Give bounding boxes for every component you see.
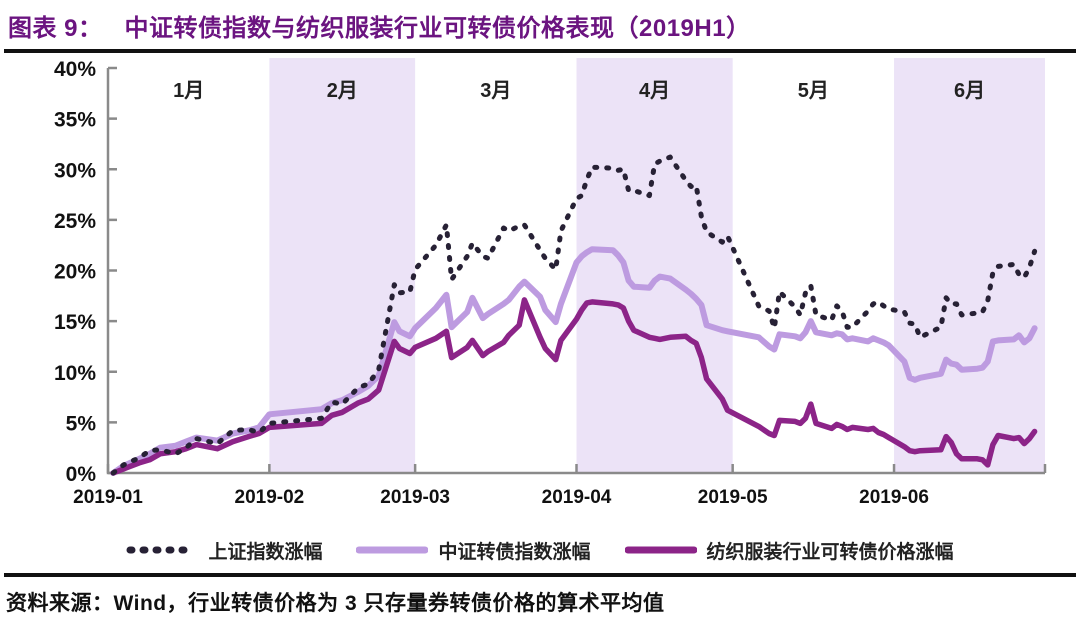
dashed-line-swatch-icon	[126, 546, 198, 554]
chart-area: 1月 2月 3月 4月 5月 6月 0% 5% 10% 15% 20% 25% 30% 35% 40% 201…	[0, 53, 1080, 531]
legend-item-sse-index: 上证指数涨幅	[126, 537, 322, 564]
svg-text:25%: 25%	[54, 210, 96, 233]
svg-text:20%: 20%	[54, 261, 96, 284]
svg-text:1月: 1月	[173, 80, 204, 102]
svg-text:5%: 5%	[66, 412, 97, 435]
svg-text:2019-05: 2019-05	[698, 487, 768, 508]
svg-text:35%: 35%	[54, 109, 96, 132]
svg-text:2019-06: 2019-06	[859, 487, 929, 508]
svg-text:2019-02: 2019-02	[235, 487, 305, 508]
svg-text:5月: 5月	[798, 80, 829, 102]
svg-text:40%: 40%	[54, 58, 96, 81]
bottom-divider	[4, 573, 1076, 577]
svg-text:15%: 15%	[54, 311, 96, 334]
dark-purple-line-swatch-icon	[624, 546, 697, 554]
source-note: 资料来源：Wind，行业转债价格为 3 只存量券转债价格的算术平均值	[6, 592, 665, 615]
light-purple-line-swatch-icon	[356, 546, 429, 554]
svg-text:30%: 30%	[54, 159, 96, 182]
legend-label-textile-convertible: 纺织服装行业可转债价格涨幅	[706, 541, 954, 563]
svg-text:3月: 3月	[480, 80, 511, 102]
svg-text:2019-04: 2019-04	[542, 487, 612, 508]
chart-title: 图表 9： 中证转债指数与纺织服装行业可转债价格表现（2019H1）	[0, 0, 1080, 49]
svg-text:0%: 0%	[66, 463, 97, 486]
legend-label-sse-index: 上证指数涨幅	[208, 541, 323, 563]
chart-title-text: 中证转债指数与纺织服装行业可转债价格表现（2019H1）	[124, 15, 751, 42]
svg-text:2月: 2月	[327, 80, 358, 102]
legend-item-textile-convertible: 纺织服装行业可转债价格涨幅	[624, 537, 954, 564]
svg-text:2019-03: 2019-03	[380, 487, 450, 508]
performance-line-chart: 1月 2月 3月 4月 5月 6月 0% 5% 10% 15% 20% 25% 30% 35% 40% 201…	[54, 58, 1047, 508]
legend-label-csi-convertible: 中证转债指数涨幅	[438, 541, 591, 563]
legend-item-csi-convertible: 中证转债指数涨幅	[356, 537, 591, 564]
chart-legend: 上证指数涨幅 中证转债指数涨幅 纺织服装行业可转债价格涨幅	[0, 533, 1080, 567]
svg-text:2019-01: 2019-01	[73, 487, 143, 508]
svg-text:10%: 10%	[54, 362, 96, 385]
chart-title-label: 图表 9：	[8, 15, 103, 42]
top-divider	[4, 49, 1076, 53]
svg-text:4月: 4月	[639, 80, 670, 102]
svg-text:6月: 6月	[954, 80, 985, 102]
